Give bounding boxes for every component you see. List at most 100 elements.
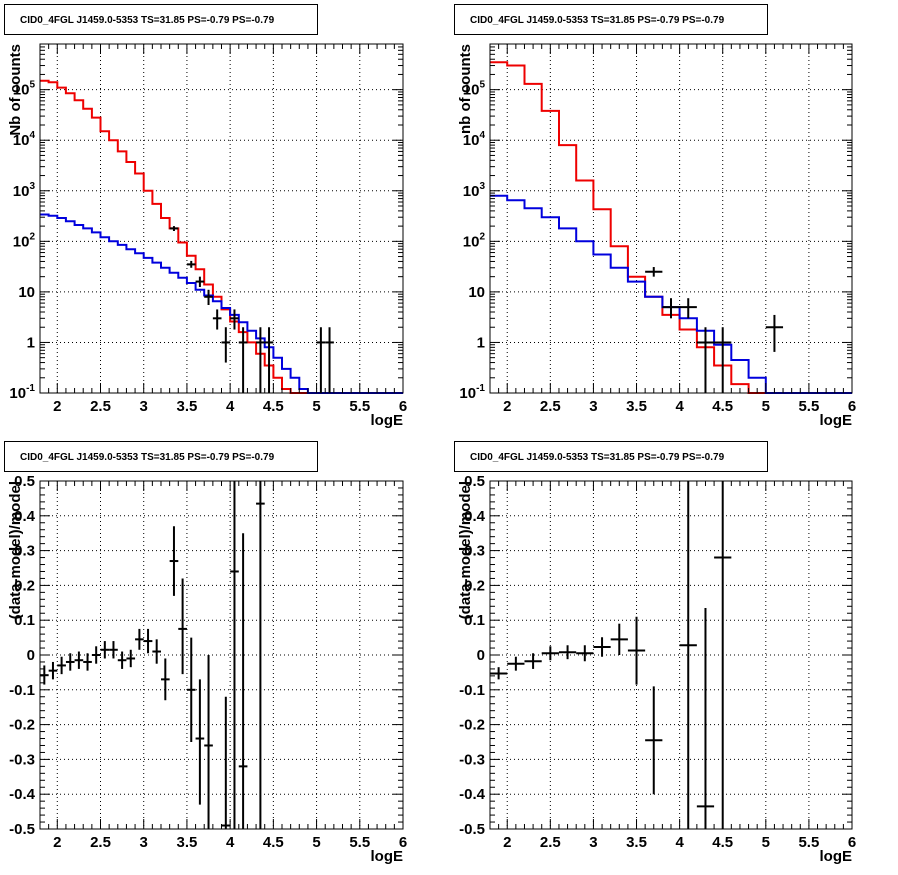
data-point [238,533,248,829]
x-tick-label: 2 [503,398,511,415]
x-tick-label: 2 [53,834,61,851]
x-tick-label: 3.5 [176,834,197,851]
data-point [161,658,170,701]
panel-top-right: CID0_4FGL J1459.0-5353 TS=31.85 PS=-0.79… [454,4,856,429]
data-point [662,298,680,319]
panel-title: CID0_4FGL J1459.0-5353 TS=31.85 PS=-0.79… [20,452,275,463]
data-point [645,267,663,277]
x-tick-label: 5.5 [349,834,370,851]
data-point [610,623,628,655]
data-point [195,276,205,287]
data-point [91,646,101,664]
y-tick-label: 0.3 [464,543,485,560]
data-point [558,645,577,660]
x-tick-label: 5 [312,834,320,851]
data-point [48,661,58,680]
x-tick-label: 4.5 [263,398,284,415]
data-point [256,481,265,829]
y-tick-label: 0.5 [464,473,485,490]
x-tick-label: 3.5 [626,834,647,851]
y-tick-label: 1 [477,334,485,351]
data-point [65,653,75,671]
data-point [109,641,118,659]
x-tick-label: 5 [312,398,320,415]
data-point [256,327,265,393]
panel-title: CID0_4FGL J1459.0-5353 TS=31.85 PS=-0.79… [470,452,725,463]
data-point [100,641,110,659]
y-tick-label: 102 [13,231,36,250]
data-point [696,327,715,393]
x-tick-label: 4.5 [263,834,284,851]
y-axis-label: (data-model)/model [7,481,24,619]
data-point [117,651,127,669]
data-point [316,327,326,393]
y-tick-label: -0.3 [9,751,35,768]
y-tick-label: 0.2 [14,577,35,594]
x-tick-label: 5.5 [349,398,370,415]
data-point [507,656,525,671]
y-tick-label: 105 [463,80,486,99]
y-axis-label: (data-model)/model [457,481,474,619]
data-point [169,226,179,232]
data-point [230,309,239,330]
x-tick-label: 6 [399,834,407,851]
data-point [238,327,248,393]
data-point [204,289,213,306]
y-tick-label: 103 [13,181,36,200]
data-point [593,637,611,657]
y-tick-label: -0.2 [9,717,35,734]
data-point [195,679,205,805]
y-tick-label: 0.2 [464,577,485,594]
title-box [4,4,318,35]
y-tick-label: 0 [27,647,35,664]
data-point [714,481,732,829]
y-tick-label: 102 [463,231,486,250]
x-axis-label: logE [371,412,404,429]
x-tick-label: 2.5 [540,834,561,851]
data-point [645,686,663,795]
y-tick-label: -0.2 [459,717,485,734]
data-point [221,696,231,829]
x-tick-label: 3.5 [176,398,197,415]
data-point [490,667,508,680]
y-tick-label: 0.4 [14,508,36,525]
y-axis-label: Nb of counts [7,44,24,136]
y-tick-label: 0.1 [14,612,35,629]
x-tick-label: 2.5 [90,398,111,415]
panel-bottom-left: CID0_4FGL J1459.0-5353 TS=31.85 PS=-0.79… [4,441,407,865]
y-tick-label: -0.5 [459,821,485,838]
y-tick-label: -0.4 [459,786,486,803]
y-tick-label: -0.1 [459,682,485,699]
data-point [74,651,84,669]
panel-bottom-right: CID0_4FGL J1459.0-5353 TS=31.85 PS=-0.79… [454,441,856,865]
x-tick-label: 2 [53,398,61,415]
data-point [679,298,697,319]
x-tick-label: 3 [589,398,597,415]
y-tick-label: -0.1 [9,682,35,699]
x-tick-label: 3.5 [626,398,647,415]
x-tick-label: 4 [675,834,684,851]
data-point [627,616,646,685]
data-point [186,637,196,742]
data-point [135,628,144,650]
data-point [696,608,715,829]
data-point [230,481,239,829]
y-tick-label: 10-1 [9,383,35,402]
x-tick-label: 4.5 [712,834,733,851]
data-point [679,481,697,829]
data-point [152,639,161,664]
y-axis-label: nb of counts [457,44,474,134]
x-tick-label: 6 [399,398,407,415]
y-tick-label: 103 [463,181,486,200]
x-axis-label: logE [820,412,853,429]
y-tick-label: -0.5 [9,821,35,838]
y-tick-label: 0.4 [464,508,486,525]
data-point [57,656,66,675]
data-point [541,646,559,661]
x-tick-label: 3 [140,398,148,415]
data-point [325,327,334,393]
y-tick-label: 104 [463,130,486,149]
data-point [576,645,594,662]
